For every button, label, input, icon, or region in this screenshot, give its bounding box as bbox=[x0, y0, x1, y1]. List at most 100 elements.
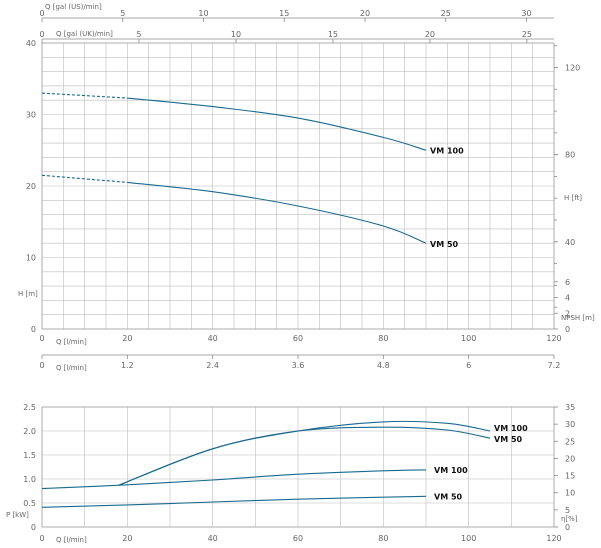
flow-m3h-tick-label: 7.2 bbox=[548, 361, 561, 370]
uk-gallon-tick-label: 20 bbox=[425, 30, 435, 39]
power-chart-frame bbox=[41, 406, 555, 528]
uk-gallon-axis-label: Q [gal (UK)/min] bbox=[56, 30, 113, 38]
us-gallon-tick-label: 10 bbox=[198, 9, 208, 18]
power-flow-lpm-axis-label: Q [l/min] bbox=[56, 536, 87, 544]
head-m-tick-label: 30 bbox=[26, 111, 36, 120]
uk-gallon-ticks: 0 5 10 15 20 25 bbox=[39, 30, 532, 43]
power-tick-label: 0.5 bbox=[23, 499, 36, 508]
head-curve-label: VM 50 bbox=[430, 240, 459, 249]
flow-m3h-tick-label: 1.2 bbox=[121, 361, 134, 370]
uk-gallon-tick-label: 5 bbox=[136, 30, 141, 39]
us-gallon-tick-label: 5 bbox=[120, 9, 125, 18]
npsh-tick-label: 6 bbox=[565, 278, 570, 287]
efficiency-tick-label: 10 bbox=[565, 489, 575, 498]
efficiency-tick-label: 30 bbox=[565, 420, 575, 429]
power-chart: 0 0.5 1.0 1.5 2.0 2.5 P [kW] 0 5 10 15 20 25 30 35 η… bbox=[6, 403, 578, 544]
power-flow-lpm-tick-label: 40 bbox=[208, 534, 218, 543]
head-ft-tick-label: 40 bbox=[565, 238, 575, 247]
uk-gallon-tick-label: 0 bbox=[39, 30, 44, 39]
head-chart: Q [gal (US)/min] 0 5 10 15 20 25 30 Q [gal (UK… bbox=[18, 3, 595, 372]
efficiency-axis-label: η[%] bbox=[561, 515, 578, 523]
head-curve-label: VM 100 bbox=[430, 146, 464, 155]
us-gallon-tick-label: 30 bbox=[521, 9, 531, 18]
power-axis-label: P [kW] bbox=[6, 511, 29, 519]
power-curve-label: VM 100 bbox=[434, 466, 468, 475]
flow-lpm-tick-label: 20 bbox=[122, 334, 132, 343]
flow-lpm-tick-label: 100 bbox=[461, 334, 476, 343]
power-tick-label: 2.5 bbox=[23, 403, 36, 412]
us-gallon-tick-label: 20 bbox=[360, 9, 370, 18]
efficiency-curve-label: VM 100 bbox=[494, 424, 528, 433]
head-chart-frame bbox=[41, 42, 555, 330]
power-curve bbox=[41, 495, 427, 508]
flow-lpm-tick-label: 80 bbox=[378, 334, 388, 343]
power-flow-lpm-ticks: 0 20 40 60 80 100 120 bbox=[39, 534, 561, 543]
flow-m3h-tick-label: 4.8 bbox=[377, 361, 390, 370]
head-m-axis-label: H [m] bbox=[18, 290, 38, 298]
uk-gallon-tick-label: 10 bbox=[231, 30, 241, 39]
flow-m3h-ticks: 0 1.2 2.4 3.6 4.8 6 7.2 bbox=[39, 355, 560, 370]
power-flow-lpm-tick-label: 120 bbox=[546, 534, 561, 543]
flow-lpm-tick-label: 0 bbox=[39, 334, 44, 343]
us-gallon-tick-label: 15 bbox=[279, 9, 289, 18]
efficiency-tick-label: 5 bbox=[565, 506, 570, 515]
flow-m3h-tick-label: 3.6 bbox=[292, 361, 305, 370]
efficiency-ticks: 0 5 10 15 20 25 30 35 bbox=[554, 403, 575, 532]
head-curve-dashed bbox=[41, 92, 128, 99]
head-curves: VM 100 VM 50 bbox=[41, 92, 464, 249]
power-flow-lpm-tick-label: 20 bbox=[122, 534, 132, 543]
power-curve bbox=[41, 469, 427, 490]
flow-lpm-tick-label: 120 bbox=[546, 334, 561, 343]
head-ft-ticks: 40 80 120 bbox=[554, 45, 580, 308]
power-curves: VM 100 VM 50 VM 100 VM 50 bbox=[41, 420, 528, 508]
head-ft-tick-label: 80 bbox=[565, 151, 575, 160]
uk-gallon-tick-label: 25 bbox=[522, 30, 532, 39]
power-grid bbox=[42, 407, 554, 527]
efficiency-tick-label: 20 bbox=[565, 454, 575, 463]
flow-lpm-axis-label: Q [l/min] bbox=[56, 338, 87, 346]
power-tick-label: 1.0 bbox=[23, 475, 36, 484]
head-ft-tick-label: 120 bbox=[565, 63, 580, 72]
us-gallon-tick-label: 0 bbox=[39, 9, 44, 18]
flow-lpm-tick-label: 40 bbox=[208, 334, 218, 343]
efficiency-tick-label: 35 bbox=[565, 403, 575, 412]
npsh-tick-label: 0 bbox=[565, 325, 570, 334]
efficiency-tick-label: 0 bbox=[565, 523, 570, 532]
head-m-tick-label: 10 bbox=[26, 254, 36, 263]
power-tick-label: 0 bbox=[31, 523, 36, 532]
power-flow-lpm-tick-label: 60 bbox=[293, 534, 303, 543]
flow-m3h-tick-label: 0 bbox=[39, 361, 44, 370]
us-gallon-tick-label: 25 bbox=[441, 9, 451, 18]
power-flow-lpm-tick-label: 0 bbox=[39, 534, 44, 543]
power-flow-lpm-tick-label: 100 bbox=[461, 534, 476, 543]
head-curve-dashed bbox=[41, 174, 128, 183]
efficiency-tick-label: 15 bbox=[565, 472, 575, 481]
npsh-tick-label: 2 bbox=[565, 309, 570, 318]
npsh-axis-label: NPSH [m] bbox=[561, 314, 595, 322]
head-curve bbox=[127, 97, 427, 151]
us-gallon-ticks: 0 5 10 15 20 25 30 bbox=[39, 9, 532, 22]
efficiency-curve-label: VM 50 bbox=[494, 435, 523, 444]
uk-gallon-tick-label: 15 bbox=[328, 30, 338, 39]
power-flow-lpm-tick-label: 80 bbox=[378, 534, 388, 543]
power-ticks: 0 0.5 1.0 1.5 2.0 2.5 bbox=[23, 403, 36, 532]
power-tick-label: 1.5 bbox=[23, 451, 36, 460]
npsh-ticks: 0 2 4 6 bbox=[554, 278, 570, 334]
flow-lpm-ticks: 0 20 40 60 80 100 120 bbox=[39, 334, 561, 343]
power-tick-label: 2.0 bbox=[23, 427, 36, 436]
efficiency-curve bbox=[118, 426, 491, 486]
efficiency-tick-label: 25 bbox=[565, 437, 575, 446]
flow-m3h-tick-label: 2.4 bbox=[206, 361, 219, 370]
head-ft-axis-label: H [ft] bbox=[564, 194, 582, 202]
head-m-tick-label: 40 bbox=[26, 39, 36, 48]
head-m-ticks: 0 10 20 30 40 bbox=[26, 39, 36, 334]
us-gallon-axis-label: Q [gal (US)/min] bbox=[45, 3, 102, 11]
flow-m3h-axis-label: Q [l/min] bbox=[56, 364, 87, 372]
head-grid bbox=[42, 43, 554, 329]
head-curve bbox=[127, 181, 427, 244]
flow-m3h-tick-label: 6 bbox=[466, 361, 471, 370]
flow-lpm-tick-label: 60 bbox=[293, 334, 303, 343]
head-m-tick-label: 20 bbox=[26, 182, 36, 191]
npsh-tick-label: 4 bbox=[565, 294, 570, 303]
head-m-tick-label: 0 bbox=[31, 325, 36, 334]
